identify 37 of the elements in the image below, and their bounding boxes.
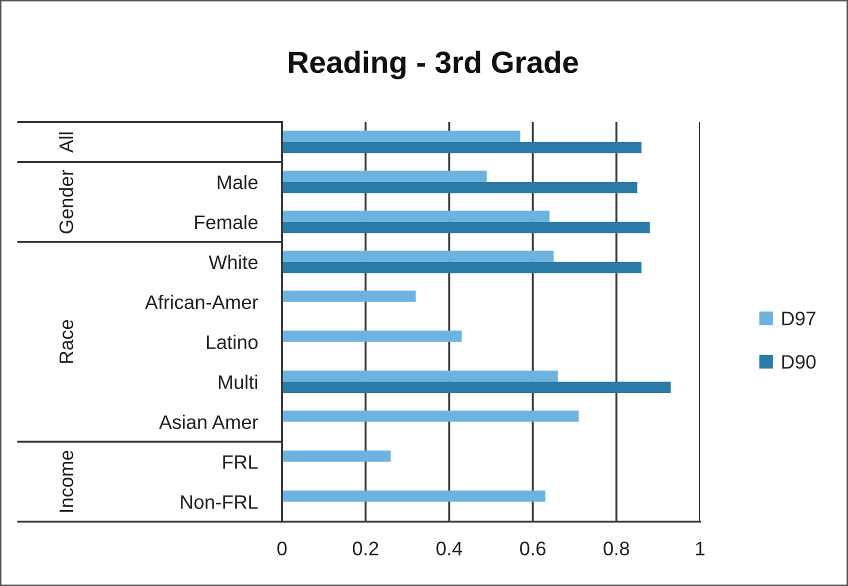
- text: Race: [60, 320, 74, 363]
- bar: [282, 370, 558, 382]
- bar: [282, 330, 462, 342]
- legend-label: D97: [782, 312, 816, 326]
- bar: [282, 142, 642, 154]
- bar: [282, 130, 520, 142]
- bar: [282, 170, 487, 182]
- bar: [282, 250, 554, 262]
- y-tick-label: Multi: [218, 374, 258, 390]
- chart-title: Reading - 3rd Grade: [289, 50, 578, 80]
- legend-label: D90: [782, 354, 816, 369]
- y-tick-label: Female: [195, 214, 258, 230]
- y-tick-label: Non-FRL: [181, 495, 258, 509]
- bar: [282, 222, 650, 234]
- y-tick-label: White: [208, 254, 258, 270]
- x-tick-label: 1: [696, 542, 704, 556]
- bar: [282, 210, 550, 222]
- text: Gender: [58, 170, 74, 234]
- bar: [282, 490, 546, 502]
- x-tick-label: 0.2: [352, 542, 378, 556]
- y-tick-label: Asian Amer: [159, 414, 258, 430]
- x-tick-label: 0: [277, 542, 287, 556]
- bar: [282, 262, 642, 274]
- y-tick-label: African-Amer: [144, 294, 258, 310]
- bar: [282, 382, 671, 393]
- text: All: [58, 132, 74, 153]
- x-tick-label: 0.8: [604, 542, 630, 556]
- x-tick-label: 0.4: [436, 542, 462, 556]
- bar: [282, 182, 638, 194]
- x-tick-label: 0.6: [520, 542, 546, 556]
- bar: [282, 410, 579, 422]
- y-tick-label: Latino: [207, 334, 258, 350]
- bar: [282, 290, 416, 302]
- bar: [282, 450, 391, 462]
- y-tick-label: FRL: [223, 455, 258, 469]
- y-tick-label: Male: [218, 174, 258, 190]
- text: Income: [60, 450, 74, 512]
